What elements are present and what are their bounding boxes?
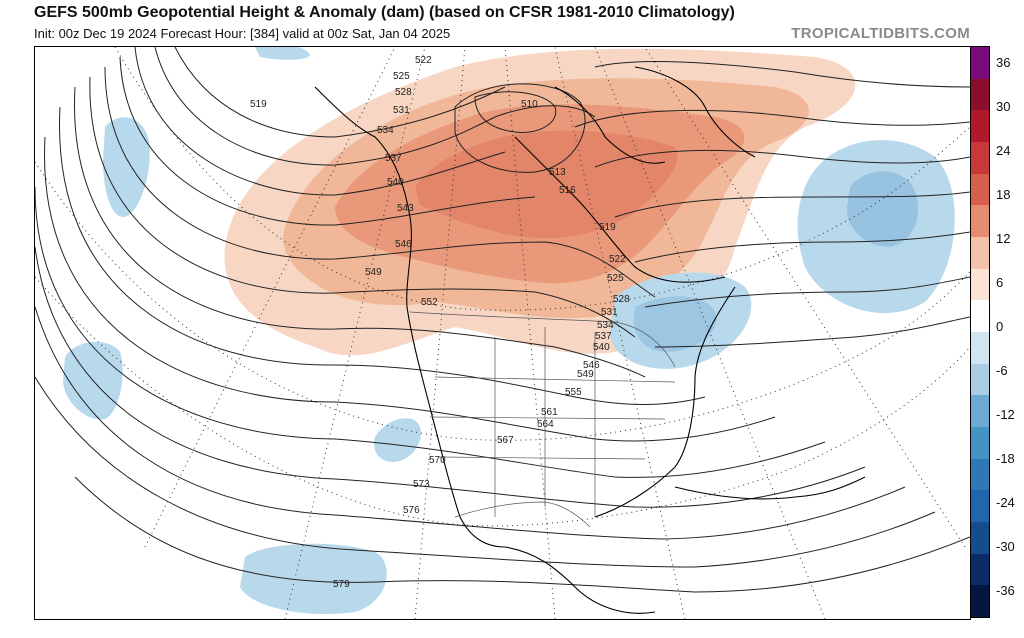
contour-label: 519 [250, 99, 267, 110]
colorbar-swatch [971, 78, 989, 111]
contour-label: 531 [601, 307, 618, 318]
contour-label: 525 [393, 71, 410, 82]
colorbar-tick-label: -24 [996, 495, 1015, 510]
contour-label: 540 [593, 342, 610, 353]
contour-label: 537 [595, 331, 612, 342]
map-title: GEFS 500mb Geopotential Height & Anomaly… [34, 4, 735, 21]
map-panel[interactable]: 519 522 525 528 531 534 537 540 543 546 … [34, 46, 971, 620]
contour-label: 519 [599, 222, 616, 233]
colorbar-tick-label: 30 [996, 99, 1011, 114]
colorbar-tick-label: -6 [996, 363, 1008, 378]
contour-label: 522 [609, 254, 626, 265]
colorbar-swatch [971, 458, 989, 491]
colorbar-swatch [971, 300, 989, 333]
contour-label: 573 [413, 479, 430, 490]
colorbar-tick-label: 18 [996, 187, 1011, 202]
contour-label: 549 [365, 267, 382, 278]
contour-label: 549 [577, 369, 594, 380]
contour-label: 510 [521, 99, 538, 110]
positive-anomaly-shading [224, 48, 856, 356]
contour-label: 528 [395, 87, 412, 98]
contour-label: 537 [385, 153, 402, 164]
colorbar-swatch [971, 237, 989, 270]
contour-label: 525 [607, 273, 624, 284]
anomaly-colorbar [970, 46, 990, 618]
contour-label: 564 [537, 419, 554, 430]
contour-label: 567 [497, 435, 514, 446]
colorbar-swatch [971, 173, 989, 206]
contour-label: 546 [395, 239, 412, 250]
contour-label: 579 [333, 579, 350, 590]
contour-label: 561 [541, 407, 558, 418]
colorbar-swatch [971, 332, 989, 365]
colorbar-swatch [971, 490, 989, 523]
lat-lon-graticule [35, 47, 970, 619]
colorbar-swatch [971, 553, 989, 586]
contour-label: 540 [387, 177, 404, 188]
colorbar-swatch [971, 585, 989, 618]
colorbar-tick-label: 0 [996, 319, 1004, 334]
contour-label: 513 [549, 167, 566, 178]
contour-label: 534 [377, 125, 394, 136]
colorbar-tick-label: -30 [996, 539, 1015, 554]
colorbar-swatch [971, 363, 989, 396]
height-contours [35, 47, 970, 593]
coastlines [314, 66, 866, 614]
map-canvas: 519 522 525 528 531 534 537 540 543 546 … [35, 47, 970, 619]
watermark: TROPICALTIDBITS.COM [791, 25, 970, 42]
colorbar-tick-label: 36 [996, 55, 1011, 70]
colorbar-swatch [971, 47, 989, 80]
colorbar-tick-label: -36 [996, 583, 1015, 598]
colorbar-swatch [971, 268, 989, 301]
colorbar-tick-label: -18 [996, 451, 1015, 466]
contour-label: 531 [393, 105, 410, 116]
contour-label: 576 [403, 505, 420, 516]
colorbar-tick-label: 12 [996, 231, 1011, 246]
contour-label: 555 [565, 387, 582, 398]
contour-label: 546 [583, 360, 600, 371]
contour-label: 522 [415, 55, 432, 66]
contour-label: 516 [559, 185, 576, 196]
colorbar-swatch [971, 427, 989, 460]
contour-label: 528 [613, 294, 630, 305]
colorbar-swatch [971, 110, 989, 143]
colorbar-tick-label: -12 [996, 407, 1015, 422]
contour-label: 534 [597, 320, 614, 331]
colorbar-swatch [971, 142, 989, 175]
colorbar-swatch [971, 395, 989, 428]
political-borders [409, 311, 676, 528]
contour-label: 552 [421, 297, 438, 308]
map-subtitle: Init: 00z Dec 19 2024 Forecast Hour: [38… [34, 26, 451, 41]
negative-anomaly-shading [63, 47, 955, 615]
colorbar-tick-label: 6 [996, 275, 1004, 290]
contour-labels: 519 522 525 528 531 534 537 540 543 546 … [250, 55, 630, 590]
contour-label: 570 [429, 455, 446, 466]
colorbar-swatch [971, 205, 989, 238]
colorbar-swatch [971, 522, 989, 555]
colorbar-tick-label: 24 [996, 143, 1011, 158]
contour-label: 543 [397, 203, 414, 214]
